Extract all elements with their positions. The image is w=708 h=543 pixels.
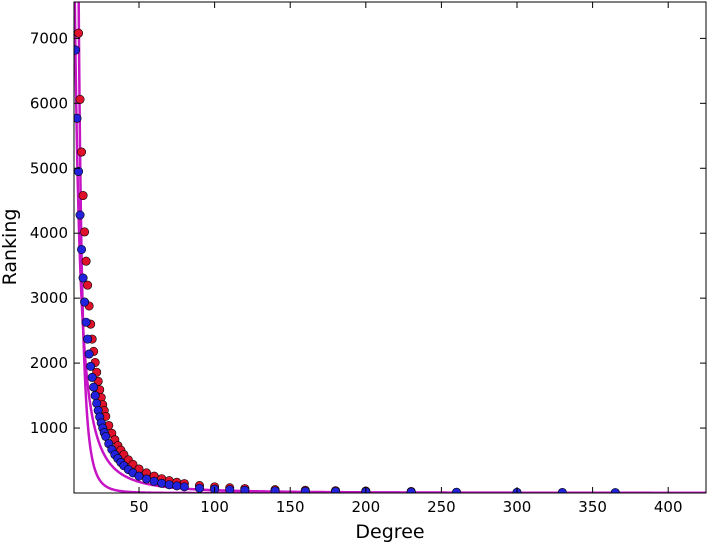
- series-2-point: [240, 485, 250, 493]
- series-1-point: [81, 256, 91, 266]
- series-1-point: [80, 227, 90, 237]
- y-tick-labels: 1000 2000 3000 4000 5000 6000 7000: [30, 29, 68, 437]
- series-2-point: [81, 317, 91, 327]
- series-2-point: [83, 334, 93, 344]
- series-2-point: [84, 349, 94, 359]
- series-2-point: [134, 471, 144, 481]
- series-2-point: [452, 487, 462, 493]
- series-2-point: [74, 45, 81, 55]
- y-tick-label: 5000: [30, 159, 68, 177]
- series-2-point: [406, 487, 416, 493]
- series-2-point: [90, 391, 100, 401]
- series-1-point: [74, 28, 84, 38]
- series-1-point: [75, 94, 85, 104]
- x-tick-label: 200: [351, 498, 380, 516]
- axis-ticks: [74, 2, 706, 493]
- y-tick-label: 7000: [30, 29, 68, 47]
- series-2-point: [87, 372, 97, 382]
- x-tick-label: 350: [578, 498, 607, 516]
- x-axis-label: Degree: [355, 521, 424, 543]
- y-tick-label: 2000: [30, 354, 68, 372]
- series-2-point: [75, 210, 85, 220]
- series-2-point: [331, 487, 341, 493]
- series-2-point: [270, 486, 280, 493]
- x-tick-label: 250: [427, 498, 456, 516]
- y-axis-label: Ranking: [0, 209, 21, 286]
- y-tick-label: 6000: [30, 94, 68, 112]
- series-2-point: [164, 480, 174, 490]
- series-2-point: [77, 244, 87, 254]
- series-2-point: [74, 113, 82, 123]
- x-tick-label: 100: [200, 498, 229, 516]
- plot-frame: [73, 1, 707, 494]
- series-1-point: [78, 191, 88, 201]
- series-2-point: [557, 487, 567, 493]
- x-tick-label: 300: [503, 498, 532, 516]
- x-tick-label: 50: [129, 498, 148, 516]
- series-2-point: [89, 382, 99, 392]
- series-2-point: [86, 361, 96, 371]
- series-2-point: [194, 483, 204, 493]
- x-tick-labels: 50 100 150 200 250 300 350 400: [129, 498, 682, 516]
- series-2-point: [142, 474, 152, 484]
- series-1-point: [77, 147, 87, 157]
- series-2-point: [172, 481, 182, 491]
- series-2-point: [300, 486, 310, 493]
- series-2-point: [80, 297, 90, 307]
- series-2-point: [149, 476, 159, 486]
- y-tick-label: 1000: [30, 419, 68, 437]
- data-points: [74, 28, 620, 493]
- series-2-point: [225, 485, 235, 493]
- series-2-point: [157, 478, 167, 488]
- y-tick-label: 3000: [30, 289, 68, 307]
- series-1-point: [83, 280, 93, 290]
- series-2-point: [78, 273, 88, 283]
- series-2-point: [179, 482, 189, 492]
- plot-background: [74, 2, 706, 493]
- x-tick-label: 150: [276, 498, 305, 516]
- y-tick-label: 4000: [30, 224, 68, 242]
- x-tick-label: 400: [654, 498, 683, 516]
